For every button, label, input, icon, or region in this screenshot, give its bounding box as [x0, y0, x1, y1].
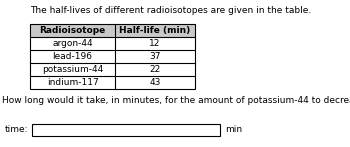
Text: 22: 22: [149, 65, 161, 74]
Text: min: min: [225, 126, 242, 135]
Text: The half-lives of different radioisotopes are given in the table.: The half-lives of different radioisotope…: [30, 6, 311, 15]
Bar: [32, 124, 220, 136]
Text: Radioisotope: Radioisotope: [39, 26, 106, 35]
Text: 12: 12: [149, 39, 161, 48]
Text: indium-117: indium-117: [47, 78, 98, 87]
Text: time:: time:: [5, 126, 28, 135]
Bar: [30, 24, 115, 37]
Text: 37: 37: [149, 52, 161, 61]
Bar: [30, 24, 195, 89]
Text: argon-44: argon-44: [52, 39, 93, 48]
Text: 43: 43: [149, 78, 161, 87]
Text: potassium-44: potassium-44: [42, 65, 103, 74]
Bar: [115, 24, 195, 37]
Text: lead-196: lead-196: [52, 52, 92, 61]
Text: How long would it take, in minutes, for the amount of potassium-44 to decrease f: How long would it take, in minutes, for …: [2, 96, 350, 105]
Text: Half-life (min): Half-life (min): [119, 26, 191, 35]
